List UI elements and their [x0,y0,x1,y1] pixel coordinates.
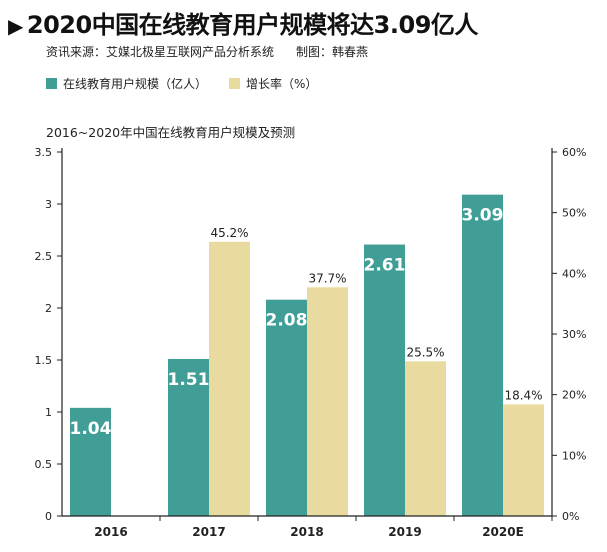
legend-item-growth: 增长率（%） [229,75,317,92]
bar-growth [307,287,348,516]
left-axis-tick-label: 1.5 [35,354,53,367]
author-text: 制图：韩春燕 [296,45,369,59]
right-axis-tick-label: 30% [562,328,586,341]
bar-users [462,194,503,516]
x-axis-tick-label: 2018 [290,525,323,539]
bar-growth-label: 18.4% [504,388,542,402]
bar-users-label: 2.61 [364,256,406,276]
legend-swatch-users [46,78,57,89]
legend-label-users: 在线教育用户规模（亿人） [63,77,208,91]
bar-users-label: 2.08 [266,311,308,331]
left-axis-tick-label: 2.5 [35,250,53,263]
x-axis-tick-label: 2019 [388,525,421,539]
right-axis-tick-label: 50% [562,207,586,220]
bar-growth [209,241,250,516]
right-axis-tick-label: 40% [562,267,586,280]
x-axis-tick-label: 2016 [94,525,127,539]
triangle-bullet-icon: ▶ [8,14,23,38]
left-axis-tick-label: 3 [45,198,52,211]
left-axis-tick-label: 1 [45,406,52,419]
bar-growth [503,404,544,516]
right-axis-tick-label: 20% [562,389,586,402]
source-line: 资讯来源：艾媒北极星互联网产品分析系统 制图：韩春燕 [46,43,368,60]
bar-growth-label: 25.5% [406,345,444,359]
legend-swatch-growth [229,78,241,89]
bar-growth [405,361,446,516]
bar-users-label: 3.09 [462,206,504,226]
right-axis-tick-label: 0% [562,510,579,523]
bar-growth-label: 37.7% [308,271,346,285]
legend: 在线教育用户规模（亿人） 增长率（%） [46,75,339,92]
bar-users-label: 1.04 [70,419,112,439]
legend-label-growth: 增长率（%） [246,77,318,91]
left-axis-tick-label: 0 [45,510,52,523]
bar-users [364,244,405,516]
legend-item-users: 在线教育用户规模（亿人） [46,75,207,92]
bar-users [70,407,111,516]
bar-users [266,299,307,516]
x-axis-tick-label: 2017 [192,525,225,539]
right-axis-tick-label: 60% [562,146,586,159]
bar-users-label: 1.51 [168,370,210,390]
left-axis-tick-label: 2 [45,302,52,315]
x-axis-tick-label: 2020E [482,525,524,539]
left-axis-tick-label: 0.5 [35,458,53,471]
bar-users [168,358,209,516]
chart-subtitle: 2016~2020年中国在线教育用户规模及预测 [46,125,296,140]
chart-title-text: 2020中国在线教育用户规模将达3.09亿人 [26,11,479,39]
bar-growth-label: 45.2% [210,226,248,240]
source-text: 资讯来源：艾媒北极星互联网产品分析系统 [46,45,275,59]
right-axis-tick-label: 10% [562,449,586,462]
chart-title: ▶ 2020中国在线教育用户规模将达3.09亿人 [8,5,478,40]
left-axis-tick-label: 3.5 [35,146,53,159]
